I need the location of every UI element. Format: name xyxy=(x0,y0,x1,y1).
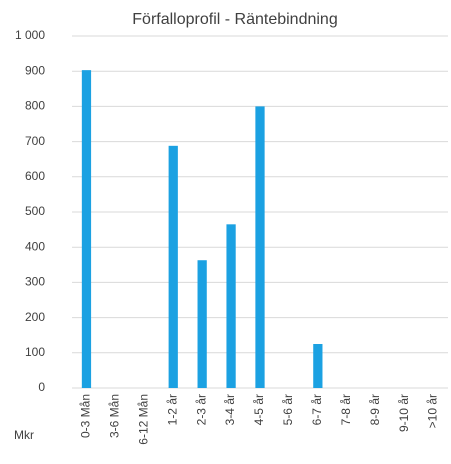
x-tick-label: 2-3 år xyxy=(194,394,208,425)
x-tick-label: 8-9 år xyxy=(368,394,382,425)
x-tick-label: 0-3 Mån xyxy=(79,394,93,438)
y-tick-label: 500 xyxy=(25,204,45,218)
bar xyxy=(255,106,265,389)
x-tick-label: 7-8 år xyxy=(339,394,353,425)
x-tick-label: >10 år xyxy=(426,394,440,428)
y-axis-label: Mkr xyxy=(14,428,34,442)
bar xyxy=(197,260,207,388)
bar xyxy=(81,70,92,389)
y-tick-label: 1 000 xyxy=(15,28,45,42)
bar xyxy=(168,145,178,388)
y-tick-label: 100 xyxy=(25,345,45,359)
chart-title: Förfalloprofil - Räntebindning xyxy=(132,11,337,28)
y-tick-label: 400 xyxy=(25,239,45,253)
x-tick-label: 3-4 år xyxy=(223,394,237,425)
x-tick-label: 9-10 år xyxy=(397,394,411,432)
x-tick-label: 6-7 år xyxy=(310,394,324,425)
x-tick-label: 3-6 Mån xyxy=(108,394,122,438)
x-tick-label: 6-12 Mån xyxy=(136,394,150,445)
y-tick-label: 300 xyxy=(25,275,45,289)
y-tick-label: 700 xyxy=(25,134,45,148)
x-tick-label: 4-5 år xyxy=(252,394,266,425)
bar xyxy=(226,224,236,388)
y-tick-label: 900 xyxy=(25,63,45,77)
y-tick-label: 200 xyxy=(25,310,45,324)
x-tick-label: 1-2 år xyxy=(165,394,179,425)
y-tick-label: 800 xyxy=(25,99,45,113)
y-tick-label: 600 xyxy=(25,169,45,183)
y-tick-label: 0 xyxy=(38,380,45,394)
x-tick-label: 5-6 år xyxy=(281,394,295,425)
bar xyxy=(313,344,323,388)
